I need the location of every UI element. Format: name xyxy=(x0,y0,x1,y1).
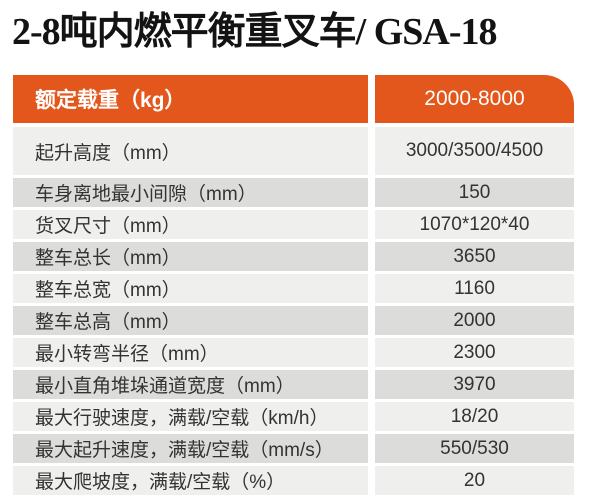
table-row: 最大行驶速度，满载/空载（km/h） 18/20 xyxy=(13,402,574,431)
row-label: 最大爬坡度，满载/空载（%） xyxy=(13,466,368,495)
row-value: 18/20 xyxy=(375,402,574,431)
table-row: 整车总长（mm） 3650 xyxy=(13,242,574,271)
table-row: 最大爬坡度，满载/空载（%） 20 xyxy=(13,466,574,495)
table-header-row: 额定载重（kg） 2000-8000 xyxy=(13,75,574,123)
row-value: 1070*120*40 xyxy=(375,210,574,239)
row-label: 起升高度（mm） xyxy=(13,127,368,175)
row-label: 车身离地最小间隙（mm） xyxy=(13,178,368,207)
row-label: 最小转弯半径（mm） xyxy=(13,338,368,367)
table-row: 车身离地最小间隙（mm） 150 xyxy=(13,178,574,207)
table-row: 起升高度（mm） 3000/3500/4500 xyxy=(13,127,574,175)
row-value: 150 xyxy=(375,178,574,207)
row-label: 整车总高（mm） xyxy=(13,306,368,335)
row-value: 3000/3500/4500 xyxy=(375,127,574,175)
row-value: 3970 xyxy=(375,370,574,399)
row-value: 550/530 xyxy=(375,434,574,463)
header-value: 2000-8000 xyxy=(375,75,574,123)
row-label: 整车总宽（mm） xyxy=(13,274,368,303)
table-row: 整车总高（mm） 2000 xyxy=(13,306,574,335)
table-row: 货叉尺寸（mm） 1070*120*40 xyxy=(13,210,574,239)
table-row: 整车总宽（mm） 1160 xyxy=(13,274,574,303)
table-row: 最大起升速度，满载/空载（mm/s） 550/530 xyxy=(13,434,574,463)
row-label: 整车总长（mm） xyxy=(13,242,368,271)
page-title: 2-8吨内燃平衡重叉车/ GSA-18 xyxy=(12,11,498,53)
row-label: 最大起升速度，满载/空载（mm/s） xyxy=(13,434,368,463)
row-label: 最小直角堆垛通道宽度（mm） xyxy=(13,370,368,399)
row-value: 1160 xyxy=(375,274,574,303)
row-value: 20 xyxy=(375,466,574,495)
table-body: 起升高度（mm） 3000/3500/4500 车身离地最小间隙（mm） 150… xyxy=(13,127,574,495)
header-label: 额定载重（kg） xyxy=(13,75,368,123)
table-row: 最小直角堆垛通道宽度（mm） 3970 xyxy=(13,370,574,399)
row-value: 2300 xyxy=(375,338,574,367)
row-value: 3650 xyxy=(375,242,574,271)
spec-table: 额定载重（kg） 2000-8000 起升高度（mm） 3000/3500/45… xyxy=(13,75,574,495)
row-label: 货叉尺寸（mm） xyxy=(13,210,368,239)
row-label: 最大行驶速度，满载/空载（km/h） xyxy=(13,402,368,431)
row-value: 2000 xyxy=(375,306,574,335)
table-row: 最小转弯半径（mm） 2300 xyxy=(13,338,574,367)
